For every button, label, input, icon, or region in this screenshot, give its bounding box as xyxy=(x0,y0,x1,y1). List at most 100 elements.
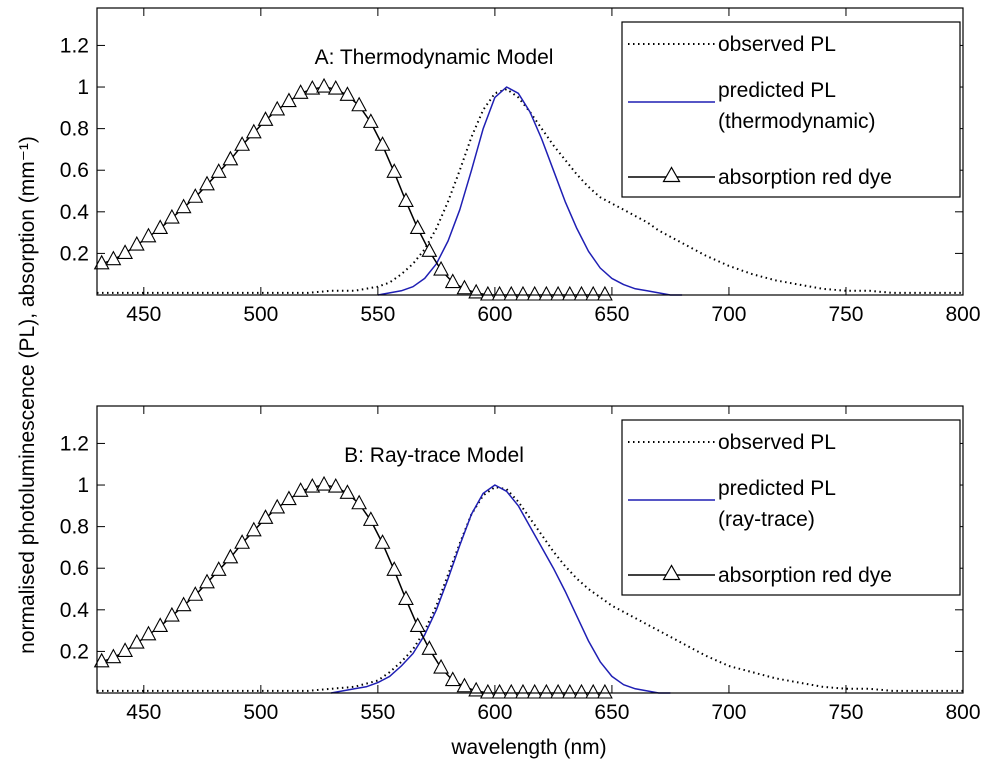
absorption-marker xyxy=(409,617,426,632)
absorption-marker xyxy=(409,219,426,234)
panel-a-legend-observed-label: observed PL xyxy=(718,33,836,56)
x-tick-label: 500 xyxy=(243,303,278,326)
panel-b-legend-triangle-marker xyxy=(662,564,681,581)
absorption-marker xyxy=(362,511,379,526)
series-line-observed-pl xyxy=(97,88,963,294)
x-tick-label: 700 xyxy=(711,303,746,326)
x-tick-label: 550 xyxy=(360,303,395,326)
x-tick-label: 650 xyxy=(594,303,629,326)
absorption-marker xyxy=(93,254,110,270)
absorption-marker xyxy=(550,683,567,699)
x-tick-label: 600 xyxy=(477,303,512,326)
panel-b-legend-predicted-label: predicted PL xyxy=(718,477,836,500)
absorption-marker xyxy=(327,79,344,95)
absorption-marker xyxy=(269,498,286,514)
absorption-marker xyxy=(573,683,590,699)
absorption-marker xyxy=(444,273,461,289)
absorption-marker xyxy=(561,683,578,699)
absorption-marker xyxy=(339,484,356,499)
absorption-marker xyxy=(526,285,543,301)
panel-a-legend-triangle-marker xyxy=(662,166,681,183)
absorption-marker xyxy=(433,260,449,276)
absorption-marker xyxy=(175,596,192,612)
absorption-marker xyxy=(257,111,274,126)
absorption-marker xyxy=(503,683,520,699)
absorption-marker xyxy=(117,642,134,657)
absorption-marker xyxy=(210,163,227,178)
absorption-marker xyxy=(269,100,286,116)
absorption-marker xyxy=(596,683,613,699)
absorption-marker xyxy=(421,640,438,655)
panel-b-legend-predicted-label-2: (ray-trace) xyxy=(718,508,815,531)
y-tick-label: 1 xyxy=(77,474,89,497)
absorption-marker xyxy=(339,86,356,101)
absorption-marker xyxy=(140,227,157,243)
absorption-marker xyxy=(257,509,274,524)
absorption-marker xyxy=(292,84,309,99)
panel-b-legend: observed PL predicted PL (ray-trace) abs… xyxy=(621,419,961,596)
y-tick-label: 1.2 xyxy=(60,432,89,455)
absorption-marker xyxy=(327,477,344,493)
absorption-marker xyxy=(316,77,332,93)
absorption-marker xyxy=(187,586,204,601)
x-tick-label: 550 xyxy=(360,701,395,724)
absorption-marker xyxy=(222,548,239,564)
absorption-marker xyxy=(550,285,567,301)
absorption-marker xyxy=(152,219,169,234)
panel-a-axes-frame xyxy=(96,7,964,296)
x-axis-title: wavelength (nm) xyxy=(450,736,606,759)
absorption-marker xyxy=(398,192,414,207)
y-axis-title: normalised photoluminescence (PL), absor… xyxy=(16,136,39,654)
absorption-marker xyxy=(433,658,449,674)
panel-a-legend: observed PL predicted PL (thermodynamic)… xyxy=(621,21,961,198)
x-tick-label: 800 xyxy=(945,701,980,724)
absorption-marker xyxy=(316,475,332,491)
absorption-marker xyxy=(234,534,251,549)
absorption-marker xyxy=(503,285,520,301)
absorption-marker xyxy=(187,188,204,203)
x-tick-label: 450 xyxy=(126,303,161,326)
absorption-marker xyxy=(444,671,461,687)
panel-a-title: A: Thermodynamic Model xyxy=(315,46,554,69)
y-tick-label: 0.4 xyxy=(60,599,90,622)
absorption-marker xyxy=(386,561,403,576)
absorption-marker xyxy=(479,285,496,301)
x-tick-label: 800 xyxy=(945,303,980,326)
absorption-marker xyxy=(304,477,321,493)
series-line-predicted-pl xyxy=(377,86,683,296)
absorption-marker xyxy=(538,285,555,301)
panel-a-legend-absorption-label: absorption red dye xyxy=(718,166,892,189)
panel-a-markers xyxy=(93,77,613,301)
absorption-marker xyxy=(526,683,543,699)
absorption-marker xyxy=(421,242,438,257)
absorption-marker xyxy=(210,561,227,576)
absorption-marker xyxy=(479,683,496,699)
panel-b-legend-box xyxy=(621,419,961,596)
x-tick-label: 750 xyxy=(828,303,863,326)
absorption-marker xyxy=(491,683,508,699)
y-tick-label: 0.2 xyxy=(60,640,89,663)
absorption-marker xyxy=(199,573,215,589)
absorption-marker xyxy=(491,285,508,301)
absorption-marker xyxy=(281,92,297,108)
absorption-marker xyxy=(245,521,262,537)
panel-a-legend-predicted-label-2: (thermodynamic) xyxy=(718,110,876,133)
absorption-marker xyxy=(140,625,157,641)
x-tick-label: 650 xyxy=(594,701,629,724)
y-tick-label: 1 xyxy=(77,76,89,99)
absorption-marker xyxy=(292,482,309,497)
y-tick-label: 0.6 xyxy=(60,159,89,182)
absorption-marker xyxy=(515,285,531,301)
panel-b-markers xyxy=(93,475,613,699)
absorption-marker xyxy=(199,175,215,191)
y-tick-label: 1.2 xyxy=(60,34,89,57)
x-tick-label: 500 xyxy=(243,701,278,724)
series-line-observed-pl xyxy=(97,486,963,692)
x-tick-label: 450 xyxy=(126,701,161,724)
absorption-marker xyxy=(222,150,239,166)
absorption-marker xyxy=(515,683,531,699)
absorption-marker xyxy=(105,648,122,664)
absorption-marker xyxy=(351,494,368,510)
panel-a: 450 500 550 600 650 700 750 800 0.2 0.4 0.6 0.8 1 1.2… xyxy=(60,7,981,326)
panel-b-legend-observed-label: observed PL xyxy=(718,431,836,454)
